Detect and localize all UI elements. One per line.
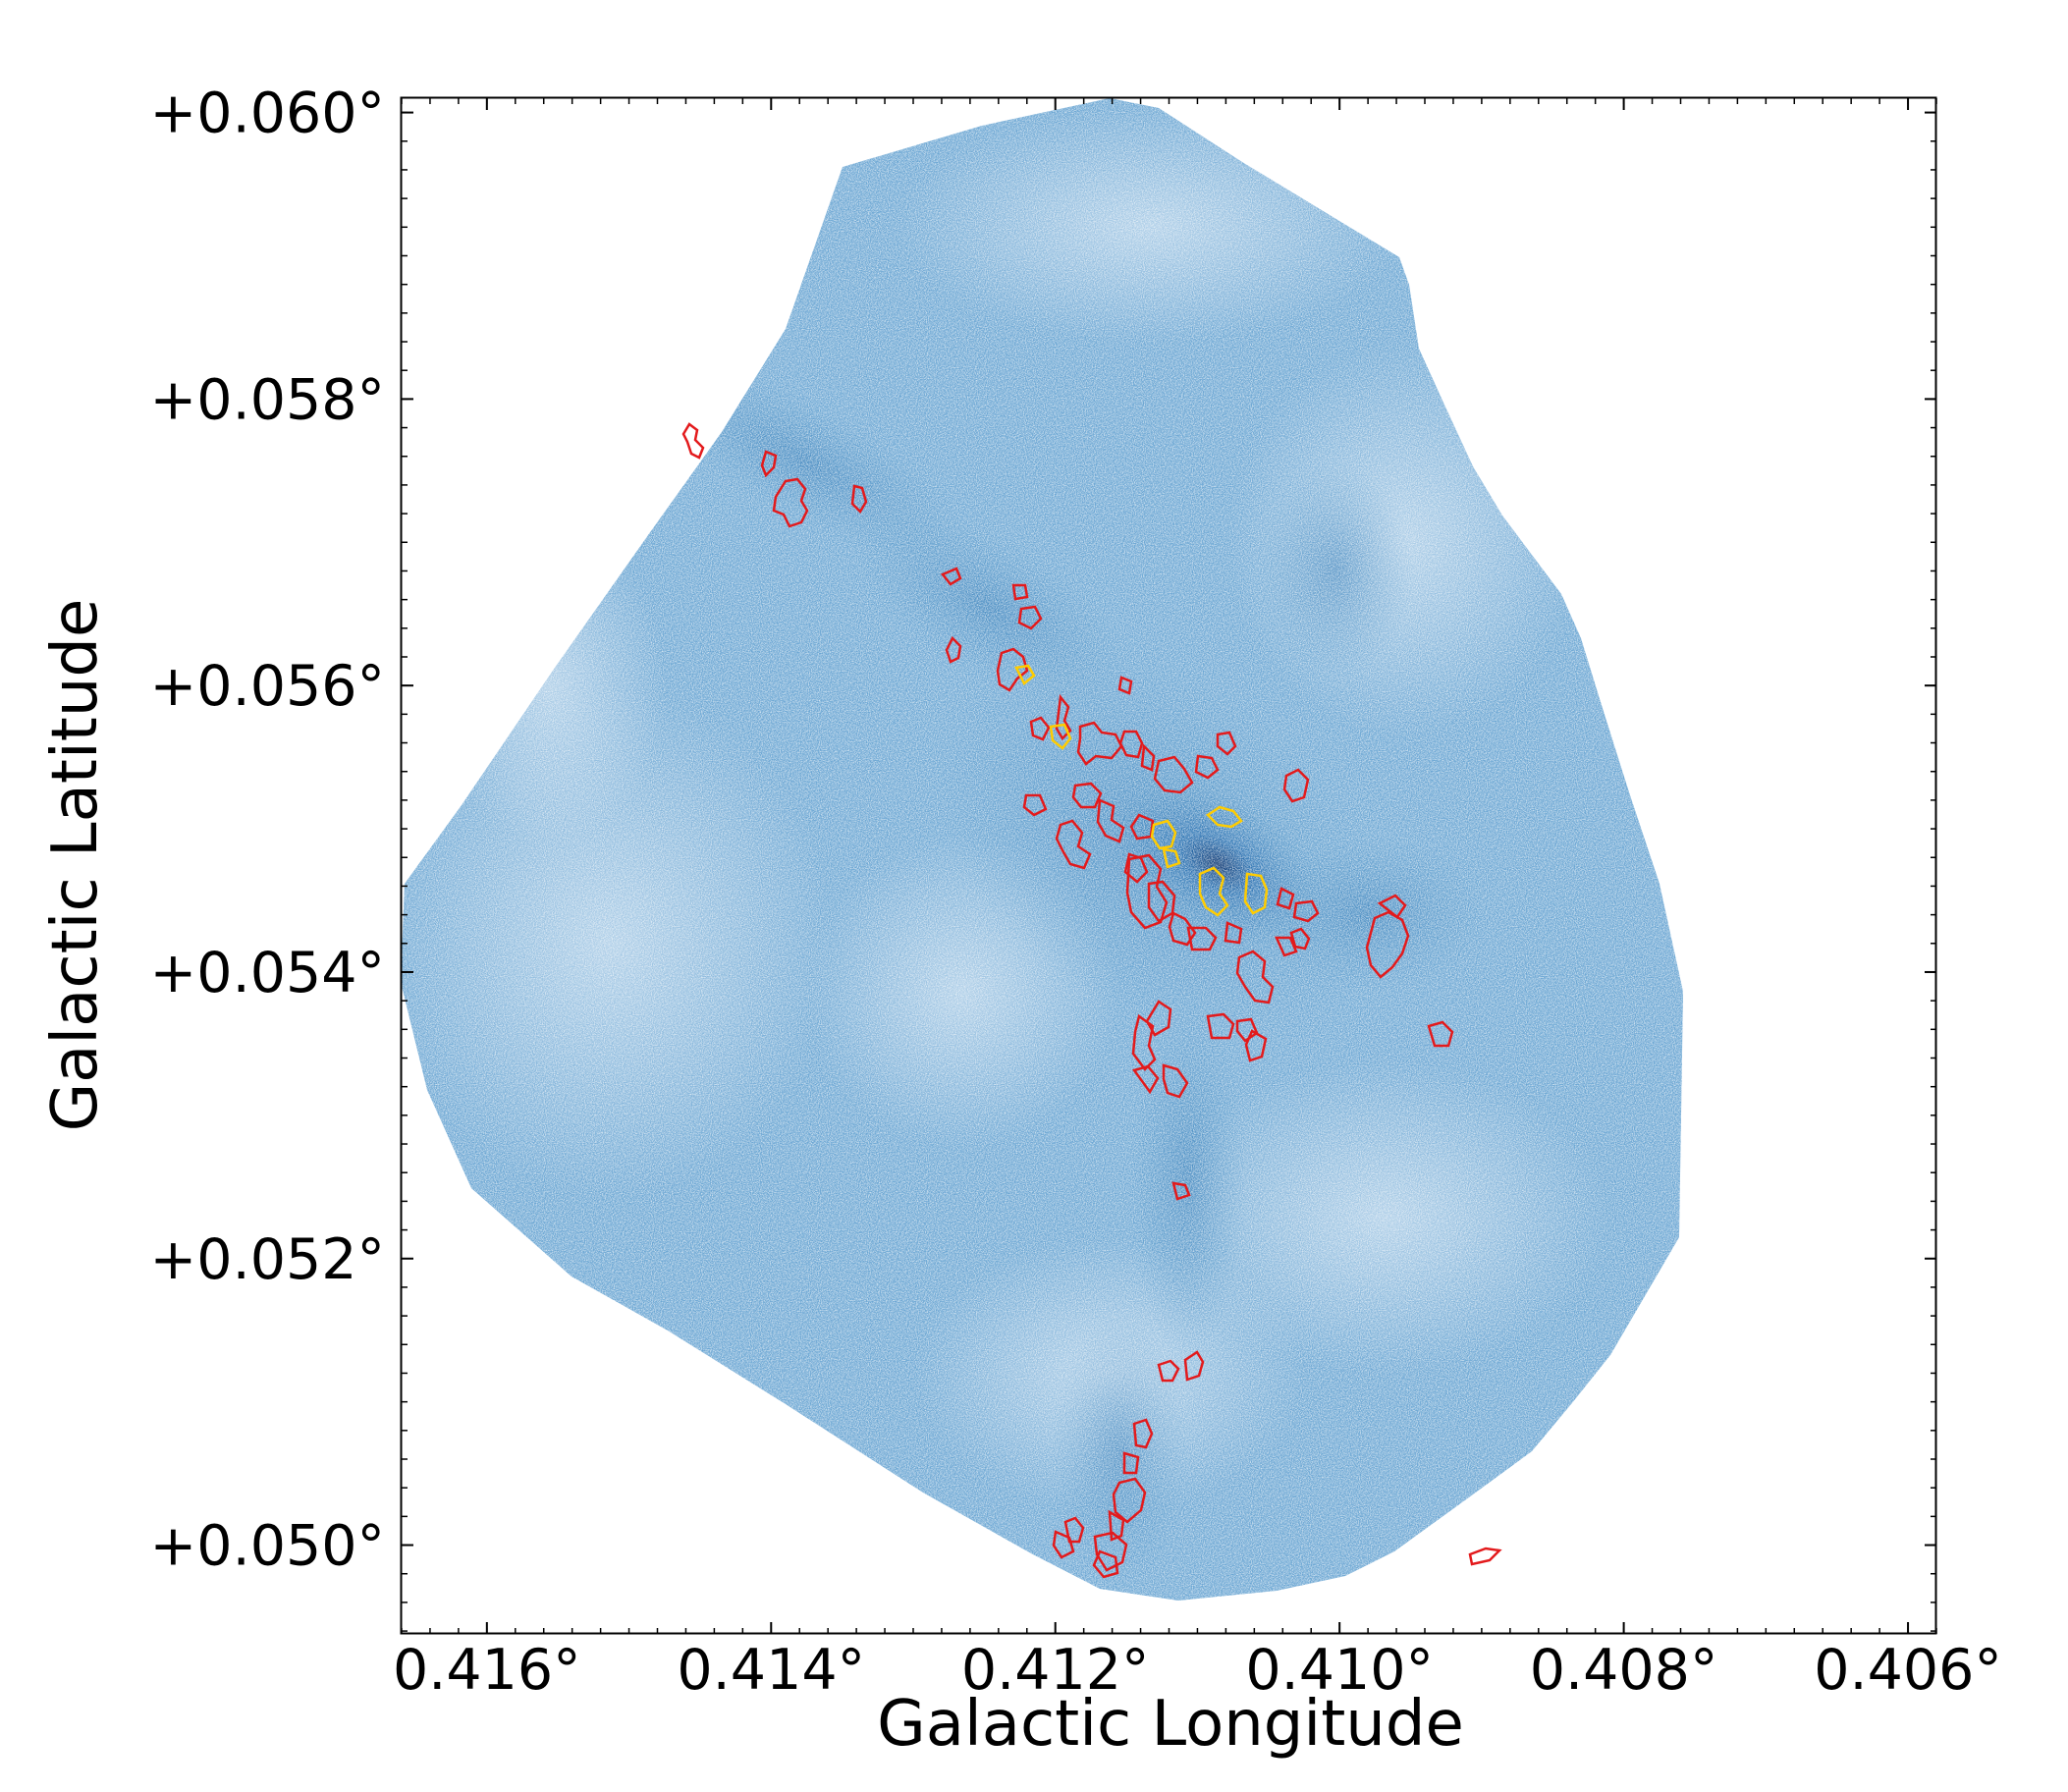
x-tick-label: 0.408° <box>1530 1638 1718 1703</box>
contours <box>681 422 1502 1579</box>
y-tick-label: +0.050° <box>150 1514 385 1579</box>
plot-axes: 0.416° 0.414° 0.412° 0.410° 0.408° 0.406° +0.… <box>39 81 2002 1761</box>
y-tick-label: +0.052° <box>150 1227 385 1292</box>
y-tick-label: +0.060° <box>150 81 385 146</box>
y-tick-label: +0.056° <box>150 654 385 719</box>
intensity-map <box>401 98 1683 1601</box>
y-tick-label: +0.054° <box>150 941 385 1005</box>
y-axis-label: Galactic Latitude <box>39 599 112 1132</box>
x-tick-label: 0.416° <box>393 1638 581 1703</box>
x-tick-label: 0.414° <box>677 1638 865 1703</box>
yellow-contours <box>1014 664 1269 917</box>
y-ticks: +0.060° +0.058° +0.056° +0.054° +0.052° +0.05… <box>150 81 1936 1632</box>
x-axis-label: Galactic Longitude <box>877 1688 1464 1761</box>
red-contours <box>681 422 1502 1579</box>
x-tick-label: 0.406° <box>1814 1638 2002 1703</box>
x-tick-label: 0.410° <box>1245 1638 1434 1703</box>
x-tick-label: 0.412° <box>961 1638 1150 1703</box>
x-ticks: 0.416° 0.414° 0.412° 0.410° 0.408° 0.406° <box>393 98 2002 1703</box>
y-tick-label: +0.058° <box>150 367 385 432</box>
